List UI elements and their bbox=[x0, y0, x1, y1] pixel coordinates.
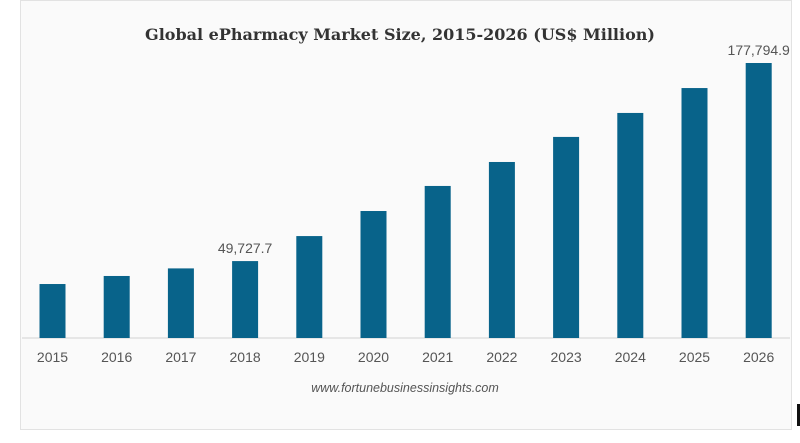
bar-2017 bbox=[167, 268, 194, 338]
cursor-mark bbox=[797, 404, 800, 426]
bar-2026 bbox=[745, 63, 772, 338]
chart-title: Global ePharmacy Market Size, 2015-2026 … bbox=[145, 25, 655, 44]
x-tick-label: 2025 bbox=[679, 349, 710, 365]
bar-2020 bbox=[360, 211, 387, 338]
bar-2024 bbox=[617, 112, 644, 339]
x-tick-label: 2026 bbox=[743, 349, 774, 365]
x-tick-label: 2022 bbox=[486, 349, 517, 365]
chart-frame bbox=[20, 0, 792, 430]
bar-2019 bbox=[296, 236, 323, 338]
x-tick-label: 2015 bbox=[37, 349, 68, 365]
bar-2021 bbox=[424, 185, 451, 338]
bar-2015 bbox=[39, 284, 66, 338]
x-tick-label: 2024 bbox=[615, 349, 646, 365]
bar-2023 bbox=[553, 136, 580, 338]
x-tick-label: 2019 bbox=[294, 349, 325, 365]
data-label-2018: 49,727.7 bbox=[218, 240, 273, 256]
x-tick-label: 2018 bbox=[230, 349, 261, 365]
data-label-2026: 177,794.9 bbox=[728, 42, 790, 58]
bar-2018 bbox=[232, 261, 259, 338]
x-tick-label: 2017 bbox=[165, 349, 196, 365]
bar-2025 bbox=[681, 88, 708, 338]
x-tick-label: 2023 bbox=[551, 349, 582, 365]
x-tick-label: 2021 bbox=[422, 349, 453, 365]
x-tick-label: 2020 bbox=[358, 349, 389, 365]
bar-2022 bbox=[488, 161, 515, 338]
x-tick-label: 2016 bbox=[101, 349, 132, 365]
bar-2016 bbox=[103, 275, 130, 338]
source-text: www.fortunebusinessinsights.com bbox=[311, 381, 499, 395]
